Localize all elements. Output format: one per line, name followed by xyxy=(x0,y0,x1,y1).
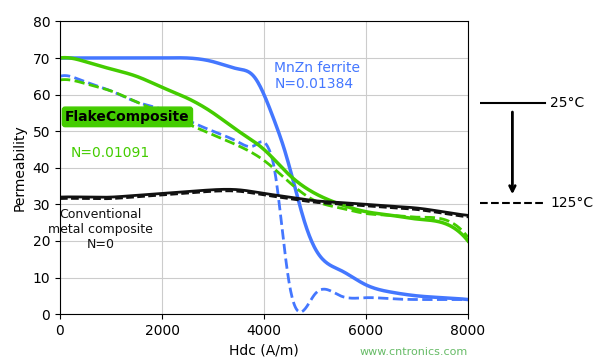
Y-axis label: Permeability: Permeability xyxy=(13,125,27,211)
Text: N=0.01091: N=0.01091 xyxy=(70,146,149,160)
Text: Conventional
metal composite
N=0: Conventional metal composite N=0 xyxy=(49,208,153,251)
Text: FlakeComposite: FlakeComposite xyxy=(65,110,190,124)
Text: www.cntronics.com: www.cntronics.com xyxy=(360,347,468,357)
Text: MnZn ferrite
N=0.01384: MnZn ferrite N=0.01384 xyxy=(274,61,360,91)
X-axis label: Hdc (A/m): Hdc (A/m) xyxy=(229,343,299,357)
Text: 25°C: 25°C xyxy=(550,96,584,110)
Text: 125°C: 125°C xyxy=(550,196,593,210)
